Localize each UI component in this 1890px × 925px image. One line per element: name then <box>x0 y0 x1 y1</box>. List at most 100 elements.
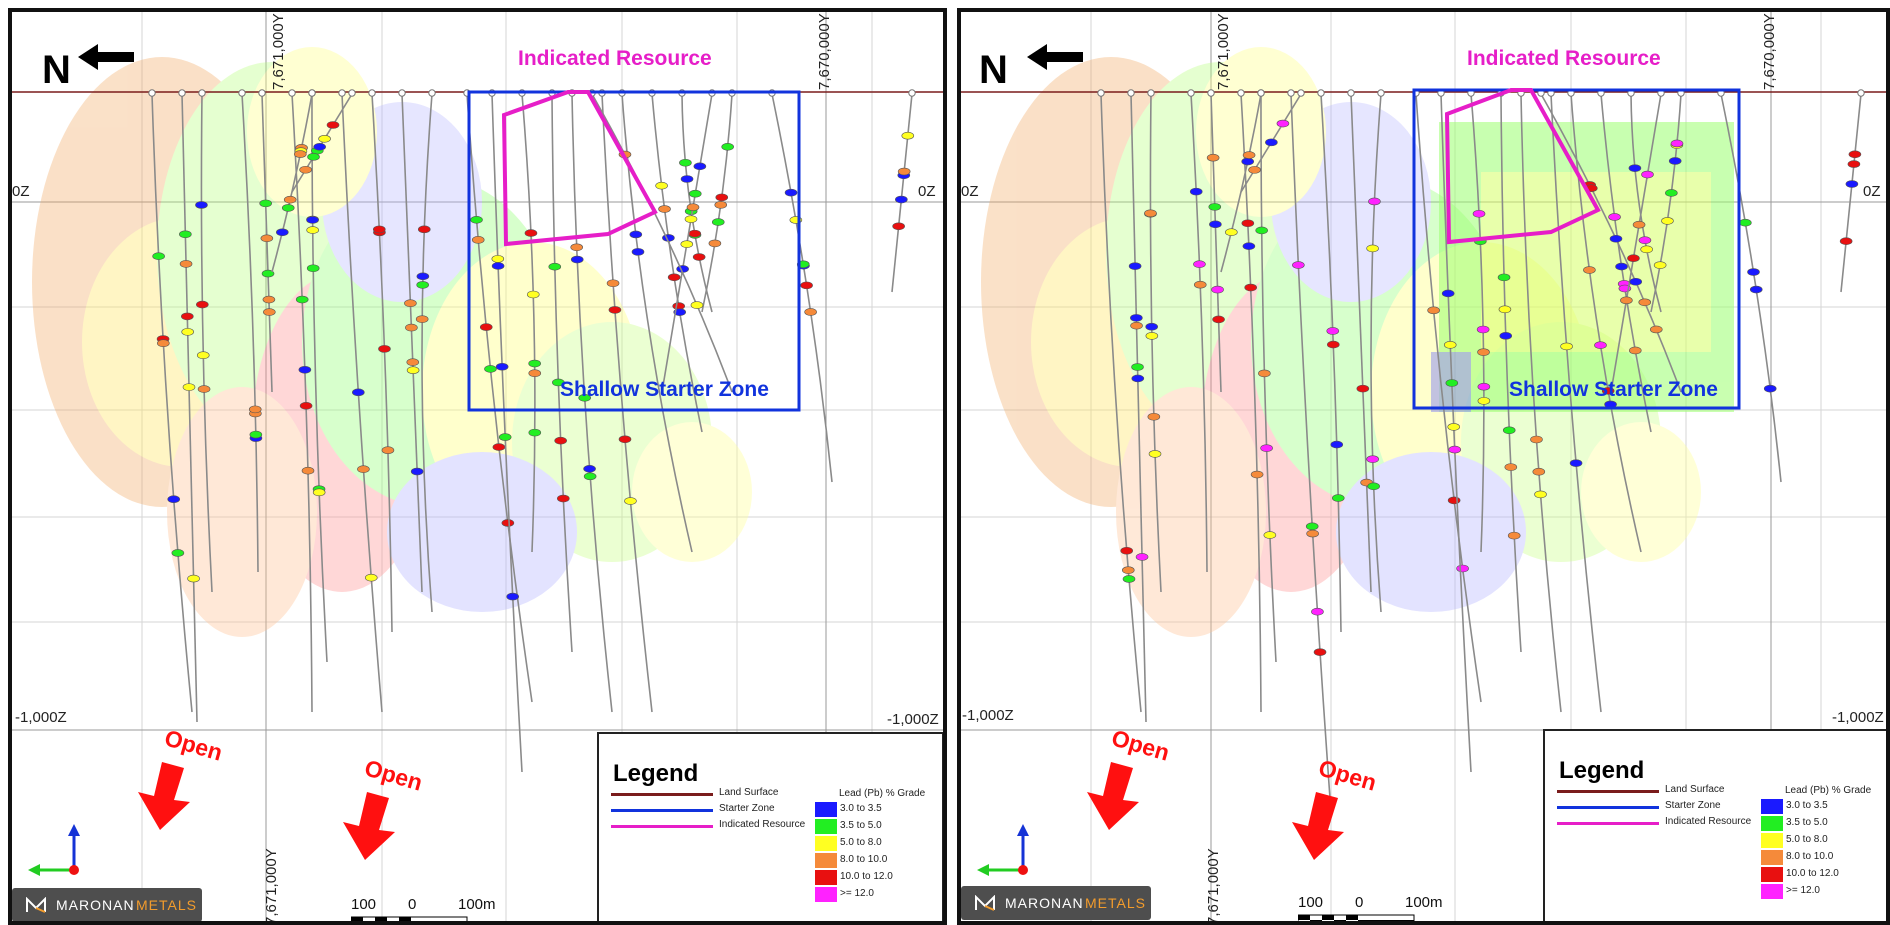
grade-intercept <box>1499 332 1513 340</box>
north-arrow-icon <box>78 44 134 70</box>
grade-intercept <box>1845 180 1859 188</box>
grade-shell <box>981 57 1241 507</box>
grade-intercept <box>1661 217 1674 225</box>
grade-intercept <box>1627 254 1640 263</box>
axis-triad-icon <box>28 824 80 876</box>
grade-intercept <box>667 273 681 282</box>
drillhole-trace <box>1650 93 1682 313</box>
scale-bar-graphic <box>351 916 468 921</box>
grade-intercept <box>298 365 312 374</box>
grid-label-z0-left: 0Z <box>961 183 979 200</box>
grade-intercept <box>1331 494 1345 502</box>
grade-intercept <box>1502 426 1516 435</box>
grade-intercept <box>1628 346 1642 355</box>
drillhole-trace <box>651 93 703 433</box>
grade-intercept <box>1260 444 1273 452</box>
grade-intercept <box>152 252 165 260</box>
grade-intercept <box>1560 342 1573 351</box>
grade-intercept <box>196 300 209 309</box>
grade-intercept <box>1206 153 1220 162</box>
drillhole-trace <box>261 93 273 393</box>
axis-origin <box>69 865 79 875</box>
indicated-resource-outline <box>501 90 658 247</box>
grade-intercept <box>715 193 729 202</box>
grade-intercept <box>299 401 313 410</box>
grade-intercept <box>1255 226 1268 235</box>
grid-label-z0-right: 0Z <box>1863 183 1881 200</box>
maronan-logo-icon <box>975 895 995 911</box>
grid-label-easting-2: 7,670,000Y <box>1761 13 1778 90</box>
grade-intercept <box>1615 262 1628 271</box>
drillhole-trace <box>1440 93 1472 773</box>
drillhole-trace <box>1320 93 1342 633</box>
open-arrow-icon <box>343 792 395 860</box>
indicated-resource-outline <box>1444 88 1601 245</box>
collar-marker <box>348 89 356 97</box>
grade-shell <box>632 422 752 562</box>
drillholes <box>148 89 916 773</box>
collar-marker <box>1377 89 1385 97</box>
grade-intercept <box>1130 314 1143 322</box>
grade-intercept <box>1367 482 1380 491</box>
indicated-resource-title: Indicated Resource <box>1467 47 1661 70</box>
grade-intercept <box>583 472 597 481</box>
grade-intercept <box>629 230 643 239</box>
grade-intercept <box>631 248 645 256</box>
grade-intercept <box>1763 384 1777 393</box>
grade-intercept <box>471 236 485 244</box>
grade-intercept <box>1665 189 1678 197</box>
legend-title: Legend <box>1559 757 1645 784</box>
grade-intercept <box>1241 219 1255 228</box>
grade-intercept <box>249 430 263 439</box>
grade-intercept <box>692 253 706 261</box>
grade-intercept <box>1497 273 1511 282</box>
grade-intercept <box>167 495 181 504</box>
grade-intercept <box>187 574 200 583</box>
grade-intercept <box>1258 369 1271 378</box>
grade-intercept <box>352 388 365 397</box>
grade-intercept <box>410 467 424 476</box>
grade-intercept <box>293 150 307 158</box>
grade-intercept <box>1128 262 1142 270</box>
grid-label-easting-bottom: 7,671,000Y <box>1205 848 1222 925</box>
coordinate-grid <box>12 12 943 921</box>
grade-shell <box>1581 422 1701 562</box>
open-arrow-icon <box>1087 762 1139 830</box>
grade-intercept <box>301 466 315 475</box>
grade-intercept <box>1477 397 1491 405</box>
axis-x-head <box>977 864 989 876</box>
grade-intercept <box>1594 341 1607 349</box>
grade-intercept <box>262 295 276 304</box>
grade-intercept <box>895 195 908 204</box>
grid-label-z1000-left: -1,000Z <box>15 709 67 726</box>
drillhole-trace <box>181 93 198 723</box>
drillhole-trace <box>1370 93 1382 613</box>
grade-intercept <box>1668 157 1682 165</box>
grade-intercept <box>1313 648 1327 656</box>
grade-intercept <box>1749 285 1763 294</box>
grade-intercept <box>1472 209 1486 218</box>
grade-intercept <box>1225 228 1238 236</box>
grade-intercept <box>196 351 210 360</box>
scale-bar-graphic <box>1298 914 1415 921</box>
grade-intercept <box>405 323 418 332</box>
grade-intercept <box>404 299 417 308</box>
grade-intercept <box>1608 213 1621 221</box>
grade-intercept <box>306 264 320 273</box>
grade-intercept <box>1447 496 1461 505</box>
grade-intercept <box>1242 242 1256 250</box>
collar-marker <box>1147 89 1155 97</box>
drillhole-trace <box>311 93 328 663</box>
drillhole-trace <box>1100 93 1142 713</box>
grade-intercept <box>684 215 698 223</box>
grade-intercept <box>606 279 620 288</box>
axis-origin <box>1018 865 1028 875</box>
grade-intercept <box>1121 566 1135 574</box>
grade-intercept <box>416 272 430 281</box>
grade-intercept <box>470 216 483 224</box>
drillhole-trace <box>601 93 653 713</box>
grade-shell <box>1116 387 1266 637</box>
drillhole-trace <box>1350 93 1372 593</box>
grade-intercept <box>624 497 637 505</box>
drillhole-trace <box>1570 93 1642 553</box>
